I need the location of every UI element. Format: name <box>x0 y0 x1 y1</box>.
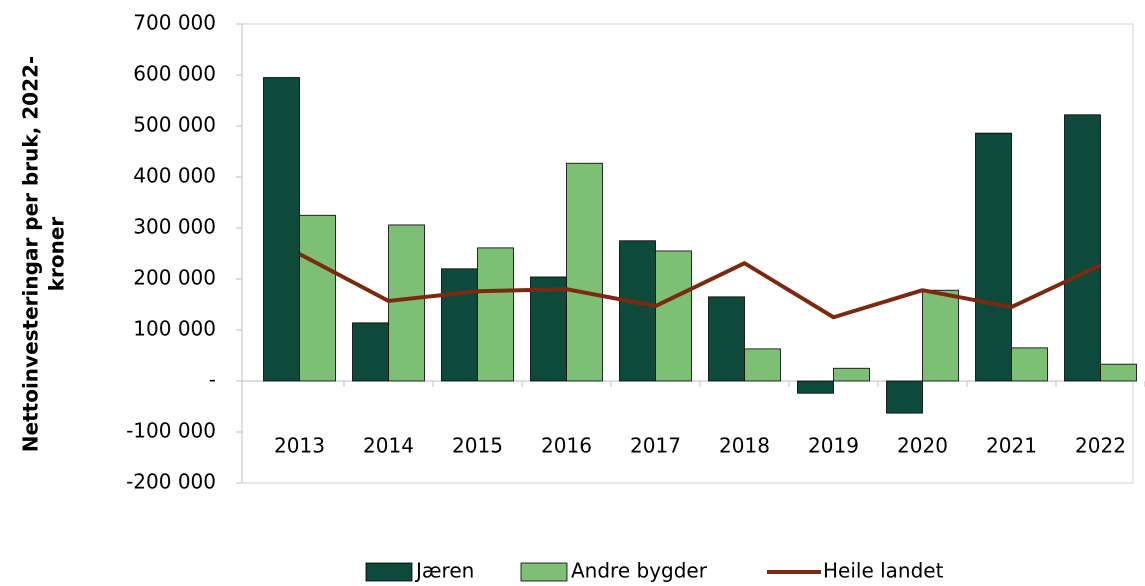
bar <box>441 268 478 382</box>
bar <box>922 289 959 382</box>
legend-label: Jæren <box>414 559 474 583</box>
legend-label: Andre bygder <box>571 559 708 583</box>
legend-swatch <box>520 562 568 582</box>
bar <box>1100 363 1137 382</box>
bar <box>655 250 692 382</box>
y-axis-label-line: Nettoinvesteringar per bruk, 2022- <box>19 56 43 452</box>
x-tick-label: 2019 <box>808 434 859 458</box>
bar <box>886 380 923 414</box>
bar <box>619 240 656 382</box>
x-tick-label: 2016 <box>541 434 592 458</box>
y-tick-label: -100 000 <box>126 419 216 443</box>
legend-label: Heile landet <box>823 559 944 583</box>
y-tick-label: 200 000 <box>133 266 216 290</box>
x-tick-label: 2015 <box>452 434 503 458</box>
bar <box>530 276 567 382</box>
bar <box>1064 114 1101 382</box>
bar <box>388 224 425 382</box>
x-tick-label: 2017 <box>630 434 681 458</box>
x-tick-label: 2021 <box>986 434 1037 458</box>
x-tick-label: 2014 <box>363 434 414 458</box>
x-tick-label: 2018 <box>719 434 770 458</box>
bar <box>1011 347 1048 382</box>
bar <box>744 348 781 382</box>
bar <box>352 322 389 382</box>
y-tick-label: 400 000 <box>133 164 216 188</box>
bar <box>263 77 300 382</box>
y-tick-label: 600 000 <box>133 62 216 86</box>
bar <box>975 132 1012 382</box>
bar <box>833 367 870 382</box>
bar <box>566 162 603 382</box>
legend-swatch <box>365 562 413 582</box>
y-tick-label: 300 000 <box>133 215 216 239</box>
x-tick-label: 2020 <box>897 434 948 458</box>
y-axis-label: Nettoinvesteringar per bruk, 2022- kroner <box>19 56 69 452</box>
bar <box>708 296 745 382</box>
bar <box>299 214 336 382</box>
bar <box>477 247 514 382</box>
y-tick-label: -200 000 <box>126 470 216 494</box>
y-tick-label: - <box>209 368 216 392</box>
y-axis-label-line: kroner <box>45 217 69 292</box>
y-tick-label: 100 000 <box>133 317 216 341</box>
x-tick-label: 2013 <box>274 434 325 458</box>
y-tick-label: 700 000 <box>133 11 216 35</box>
x-tick-label: 2022 <box>1075 434 1126 458</box>
line <box>298 252 1102 320</box>
y-tick-label: 500 000 <box>133 113 216 137</box>
bar <box>797 380 834 394</box>
